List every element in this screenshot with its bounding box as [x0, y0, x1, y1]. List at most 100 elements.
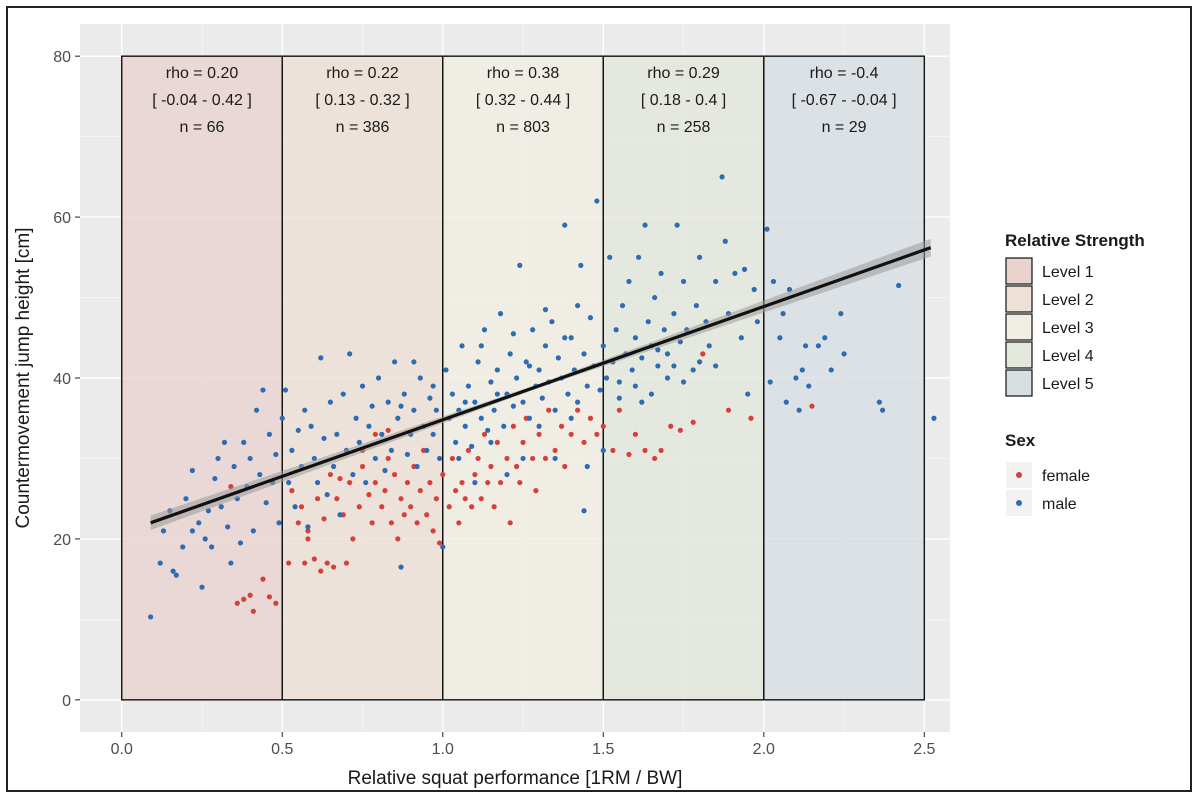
female-point: [433, 496, 439, 502]
male-point: [481, 327, 488, 333]
male-point: [228, 560, 234, 566]
female-point: [658, 447, 664, 454]
male-point: [777, 335, 783, 341]
male-point: [273, 451, 279, 458]
male-point: [517, 262, 523, 268]
male-point: [340, 391, 346, 397]
male-point: [799, 367, 805, 373]
male-point: [713, 278, 719, 285]
female-point: [610, 447, 616, 454]
male-point: [436, 455, 443, 462]
female-point: [562, 463, 568, 470]
male-point: [680, 278, 687, 285]
legend-label-level-4: Level 4: [1042, 348, 1094, 365]
male-point: [552, 407, 558, 413]
legend-relative-strength: Relative Strength Level 1 Level 2 Level 3 L…: [1005, 231, 1145, 397]
male-point: [427, 395, 433, 401]
legend-label-level-5: Level 5: [1042, 376, 1094, 393]
legend-sex: Sex female male: [1005, 431, 1090, 516]
male-point: [642, 222, 648, 228]
x-tick-label: 1.0: [432, 741, 454, 758]
level-rho-label-5: rho = -0.4: [810, 65, 879, 82]
male-point: [478, 343, 484, 349]
female-point: [379, 504, 385, 510]
female-point: [568, 431, 574, 437]
female-point: [347, 479, 353, 486]
female-point: [241, 596, 247, 602]
male-point: [584, 463, 590, 470]
female-point: [530, 455, 536, 462]
y-tick-label: 0: [62, 693, 71, 710]
female-point: [465, 447, 472, 454]
female-point: [552, 447, 558, 454]
legend-label-female: female: [1042, 468, 1090, 485]
x-tick-label: 0.0: [111, 741, 133, 758]
male-point: [379, 431, 385, 437]
female-point: [305, 528, 311, 534]
male-point: [655, 347, 661, 353]
male-point: [603, 375, 610, 381]
male-point: [279, 415, 285, 421]
female-point: [600, 423, 606, 429]
female-point: [337, 475, 343, 482]
male-point: [783, 399, 789, 405]
male-point: [157, 560, 163, 566]
female-point: [382, 488, 388, 494]
level-band-4: [602, 55, 765, 701]
female-point: [311, 556, 317, 562]
male-point: [411, 359, 417, 365]
male-point: [828, 367, 834, 373]
female-point: [430, 528, 436, 534]
level-rho-label-1: rho = 0.20: [166, 65, 239, 82]
male-point: [745, 391, 751, 397]
male-point: [526, 363, 533, 369]
male-point: [645, 319, 651, 325]
male-point: [257, 471, 263, 478]
regression-line: [150, 238, 932, 531]
male-point: [575, 302, 581, 309]
male-point: [353, 415, 359, 421]
male-point: [189, 467, 195, 474]
male-point: [363, 479, 369, 486]
male-point: [375, 375, 382, 381]
male-point: [802, 343, 809, 349]
female-point: [436, 540, 443, 546]
female-point: [260, 576, 266, 582]
legend-swatch-level-5: [1005, 369, 1033, 397]
male-point: [350, 471, 356, 478]
female-point: [594, 431, 600, 437]
male-point: [655, 363, 661, 369]
male-point: [520, 399, 526, 405]
female-point: [536, 431, 542, 437]
level-n-label-5: n = 29: [822, 119, 867, 136]
female-point: [247, 592, 253, 598]
female-point: [626, 451, 632, 458]
male-point: [719, 174, 725, 180]
female-point: [359, 463, 366, 470]
level-n-label-4: n = 258: [657, 119, 711, 136]
female-point: [388, 520, 395, 526]
male-point: [549, 319, 555, 325]
male-point: [664, 375, 671, 381]
male-point: [510, 403, 516, 409]
male-point: [266, 431, 273, 437]
female-point: [558, 423, 565, 429]
male-point: [469, 443, 475, 449]
y-axis-ticks: 0 20 40 60 80: [53, 49, 80, 710]
male-point: [690, 367, 696, 373]
male-point: [616, 395, 622, 401]
male-point: [594, 198, 600, 204]
male-point: [404, 451, 411, 458]
male-point: [536, 367, 542, 373]
y-tick-label: 20: [53, 532, 71, 549]
male-point: [619, 302, 626, 309]
male-point: [674, 222, 680, 228]
y-tick-label: 60: [53, 210, 71, 227]
male-point: [321, 435, 327, 441]
female-point: [395, 536, 401, 542]
male-point: [629, 367, 635, 373]
female-point: [469, 504, 475, 510]
male-point: [314, 479, 321, 486]
male-point: [578, 262, 584, 268]
male-point: [276, 520, 282, 526]
